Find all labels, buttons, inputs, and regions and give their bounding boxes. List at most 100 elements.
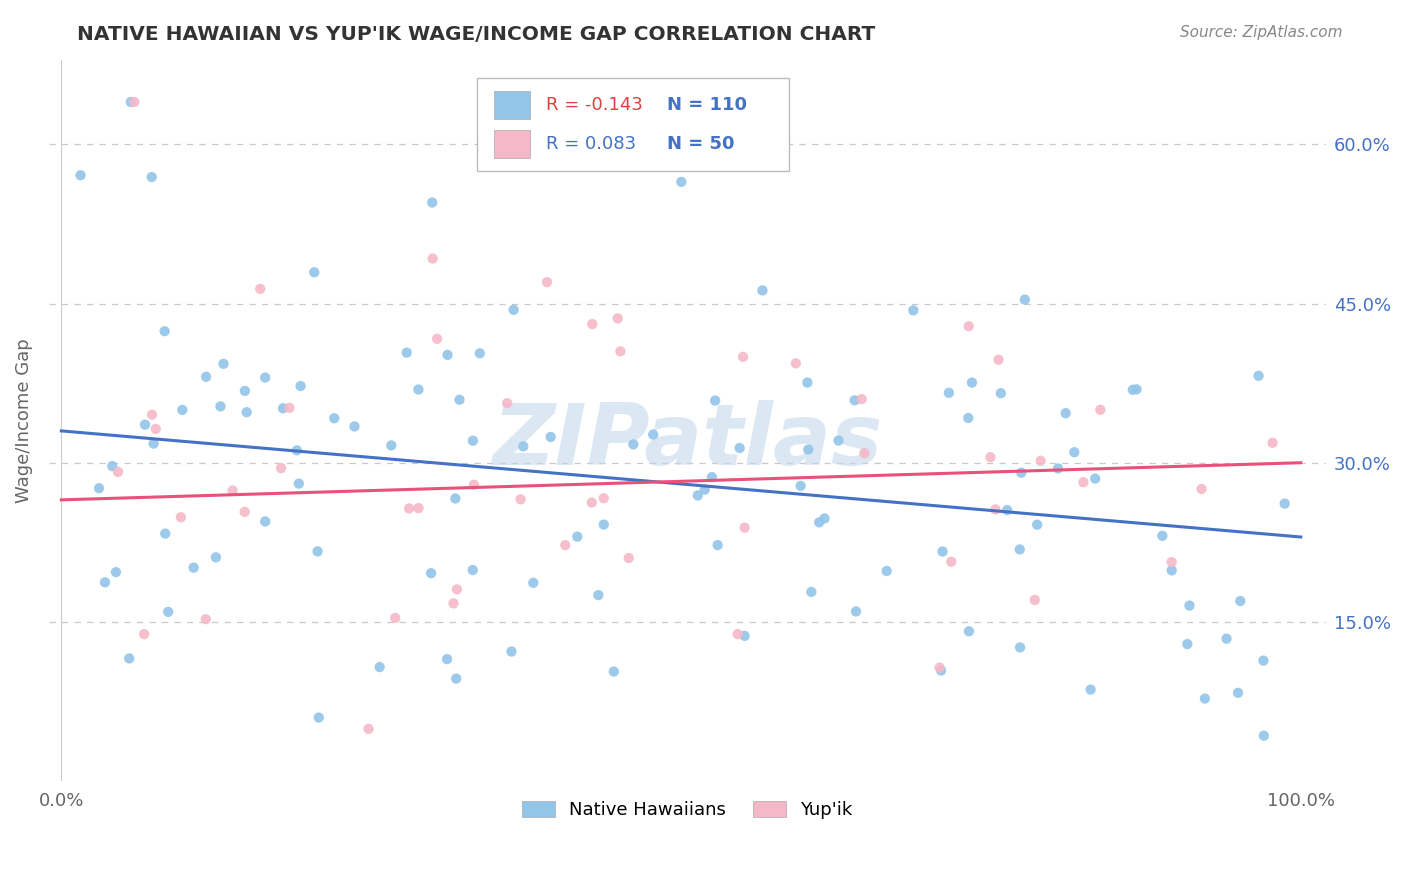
Point — [69, 168, 91, 182]
Point — [384, 611, 406, 625]
Point — [789, 479, 811, 493]
Point — [1063, 445, 1085, 459]
Point — [357, 722, 380, 736]
Point — [302, 265, 325, 279]
Point — [1215, 632, 1237, 646]
Point — [1253, 729, 1275, 743]
Point — [845, 604, 868, 618]
Point — [536, 275, 558, 289]
Point — [307, 544, 329, 558]
Bar — [495, 129, 530, 159]
Point — [395, 345, 418, 359]
Point — [1029, 454, 1052, 468]
Point — [1194, 691, 1216, 706]
Point — [449, 392, 471, 407]
Point — [249, 282, 271, 296]
Point — [686, 488, 709, 502]
Point — [408, 501, 430, 516]
Point — [941, 555, 963, 569]
Point — [979, 450, 1001, 465]
Point — [285, 443, 308, 458]
Point — [785, 356, 807, 370]
Point — [436, 652, 458, 666]
Point — [270, 461, 292, 475]
Point — [588, 588, 610, 602]
Point — [668, 102, 690, 116]
Point — [254, 370, 277, 384]
Point — [671, 175, 693, 189]
Point — [827, 434, 849, 448]
Point — [734, 521, 756, 535]
Point — [142, 436, 165, 450]
Point — [233, 384, 256, 398]
Point — [254, 515, 277, 529]
Point — [422, 252, 444, 266]
Point — [120, 95, 142, 109]
Point — [170, 510, 193, 524]
Point — [461, 563, 484, 577]
Point — [1125, 382, 1147, 396]
Point — [368, 660, 391, 674]
Point — [844, 393, 866, 408]
Point — [1090, 402, 1112, 417]
Point — [155, 526, 177, 541]
Point — [172, 403, 194, 417]
Point — [461, 434, 484, 448]
Point — [813, 511, 835, 525]
Point — [960, 376, 983, 390]
Text: N = 110: N = 110 — [666, 96, 747, 114]
Point — [554, 538, 576, 552]
Point — [436, 348, 458, 362]
Point — [107, 465, 129, 479]
Point — [271, 401, 294, 416]
Point — [522, 575, 544, 590]
Point — [800, 585, 823, 599]
Point — [446, 582, 468, 597]
Point — [134, 417, 156, 432]
Point — [1008, 542, 1031, 557]
Point — [728, 441, 751, 455]
Point — [609, 344, 631, 359]
Point — [288, 476, 311, 491]
Point — [468, 346, 491, 360]
Point — [1152, 529, 1174, 543]
Point — [987, 352, 1010, 367]
Point — [592, 517, 614, 532]
Point — [132, 627, 155, 641]
Point — [606, 311, 628, 326]
Point — [581, 317, 603, 331]
Point — [444, 672, 467, 686]
Point — [308, 710, 330, 724]
Point — [1247, 368, 1270, 383]
Point — [693, 483, 716, 497]
Point — [104, 565, 127, 579]
Point — [408, 383, 430, 397]
Bar — [495, 91, 530, 120]
Point — [853, 446, 876, 460]
Point — [1047, 461, 1070, 475]
Point — [233, 505, 256, 519]
Point — [1229, 594, 1251, 608]
Point — [145, 422, 167, 436]
Point — [808, 516, 831, 530]
Point — [851, 392, 873, 406]
Point — [94, 575, 117, 590]
Point — [1073, 475, 1095, 490]
Point — [540, 430, 562, 444]
Point — [1054, 406, 1077, 420]
Point — [118, 651, 141, 665]
Text: N = 50: N = 50 — [666, 135, 734, 153]
Point — [1160, 555, 1182, 569]
Point — [343, 419, 366, 434]
Point — [617, 551, 640, 566]
Point — [592, 491, 614, 506]
Point — [141, 169, 163, 184]
Point — [1014, 293, 1036, 307]
Point — [727, 627, 749, 641]
Point — [700, 470, 723, 484]
Point — [731, 350, 754, 364]
Point — [183, 560, 205, 574]
Point — [1261, 435, 1284, 450]
Point — [235, 405, 257, 419]
Point — [984, 502, 1007, 516]
